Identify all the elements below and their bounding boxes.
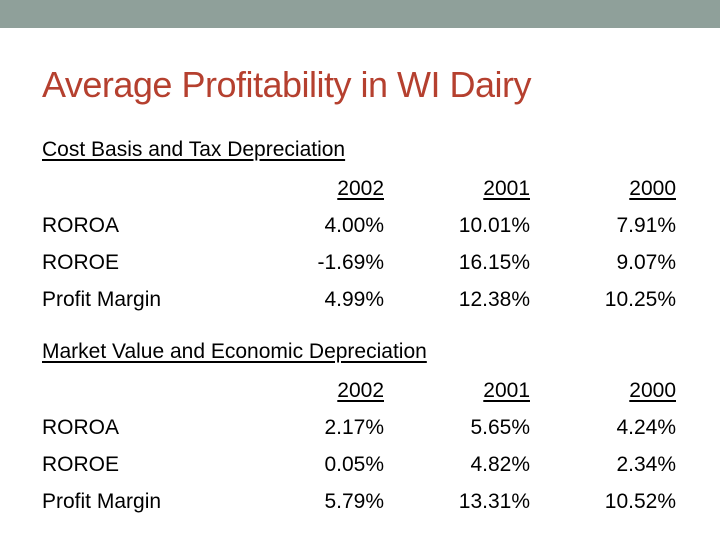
section-label-cost-basis: Cost Basis and Tax Depreciation [42, 138, 346, 161]
table-cost-basis: 2002 2001 2000 ROROA 4.00% 10.01% 7.91% … [0, 177, 720, 325]
row-label: Profit Margin [42, 490, 162, 513]
year-header-2002: 2002 [337, 379, 384, 402]
table-row-roroa: ROROA 4.00% 10.01% 7.91% [0, 214, 720, 251]
table-cell: 7.91% [616, 214, 676, 237]
year-header-2001: 2001 [483, 379, 530, 402]
table-row-profit-margin: Profit Margin 5.79% 13.31% 10.52% [0, 490, 720, 527]
table-cell: 10.25% [604, 288, 676, 311]
table-header-row: 2002 2001 2000 [0, 177, 720, 214]
row-label: ROROE [42, 453, 120, 476]
table-cell: 5.65% [470, 416, 530, 439]
table-cell: 4.99% [324, 288, 384, 311]
table-cell: 9.07% [616, 251, 676, 274]
table-cell: 0.05% [324, 453, 384, 476]
table-row-profit-margin: Profit Margin 4.99% 12.38% 10.25% [0, 288, 720, 325]
slide-top-bar [0, 0, 720, 28]
table-cell: 4.24% [616, 416, 676, 439]
year-header-2000: 2000 [629, 379, 676, 402]
table-header-row: 2002 2001 2000 [0, 379, 720, 416]
table-market-value: 2002 2001 2000 ROROA 2.17% 5.65% 4.24% R… [0, 379, 720, 527]
table-cell: 10.52% [604, 490, 676, 513]
table-cell: 2.17% [324, 416, 384, 439]
year-header-2002: 2002 [337, 177, 384, 200]
table-cell: 12.38% [458, 288, 530, 311]
row-label: ROROE [42, 251, 120, 274]
table-cell: 13.31% [458, 490, 530, 513]
year-header-2001: 2001 [483, 177, 530, 200]
table-row-roroa: ROROA 2.17% 5.65% 4.24% [0, 416, 720, 453]
section-label-market-value: Market Value and Economic Depreciation [42, 340, 427, 363]
table-cell: 4.00% [324, 214, 384, 237]
slide-title: Average Profitability in WI Dairy [42, 64, 532, 105]
table-row-roroe: ROROE -1.69% 16.15% 9.07% [0, 251, 720, 288]
table-cell: 4.82% [470, 453, 530, 476]
year-header-2000: 2000 [629, 177, 676, 200]
table-cell: -1.69% [317, 251, 384, 274]
row-label: ROROA [42, 214, 120, 237]
table-cell: 16.15% [458, 251, 530, 274]
table-cell: 10.01% [458, 214, 530, 237]
table-cell: 5.79% [324, 490, 384, 513]
row-label: ROROA [42, 416, 120, 439]
table-cell: 2.34% [616, 453, 676, 476]
row-label: Profit Margin [42, 288, 162, 311]
table-row-roroe: ROROE 0.05% 4.82% 2.34% [0, 453, 720, 490]
